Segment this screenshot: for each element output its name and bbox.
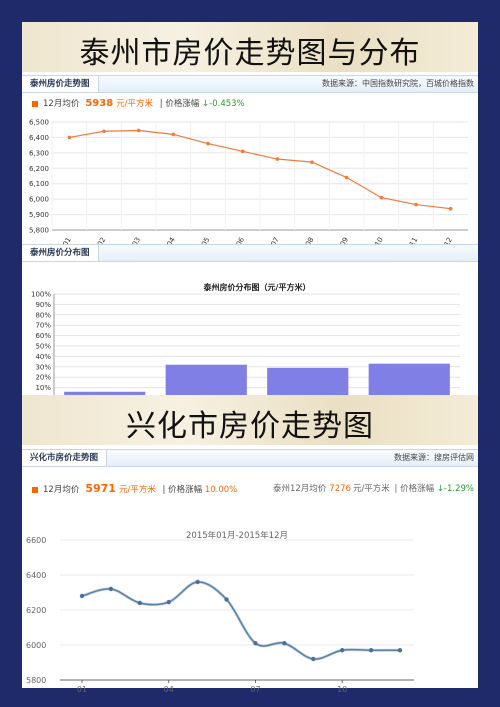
section-header-xinghua: 兴化市房价走势图 数据来源：搜房评估网 bbox=[22, 449, 478, 467]
data-point bbox=[137, 600, 143, 606]
y-tick-label: 10% bbox=[35, 384, 51, 392]
data-point bbox=[108, 586, 114, 592]
comparison-change: -1.29% bbox=[443, 484, 474, 494]
content-panel: 泰州市房价走势图与分布 泰州房价走势图 数据来源：中国指数研究院，百城价格指数 … bbox=[22, 22, 478, 694]
legend-square-icon bbox=[32, 100, 38, 107]
tab-taizhou-trend[interactable]: 泰州房价走势图 bbox=[22, 76, 99, 92]
y-tick-label: 6,200 bbox=[29, 165, 49, 173]
section-header-distribution: 泰州房价分布图 bbox=[22, 244, 478, 262]
series-line bbox=[69, 129, 451, 210]
xinghua-line-chart: 2015年01月-2015年12月 6600 6400 6200 6000 5800 01 0… bbox=[26, 530, 414, 694]
data-point bbox=[448, 206, 453, 211]
data-point bbox=[195, 579, 200, 585]
chart-title: 泰州房价分布图（元/平方米） bbox=[203, 282, 311, 292]
down-arrow-icon: ↓ bbox=[436, 484, 444, 494]
y-tick-label: 20% bbox=[35, 374, 51, 382]
banner-title-xinghua: 兴化市房价走势图 bbox=[126, 409, 374, 444]
month-label: 12月均价 bbox=[43, 485, 80, 495]
y-tick-label: 6,100 bbox=[29, 180, 49, 188]
data-point bbox=[344, 175, 349, 180]
data-point bbox=[224, 597, 229, 602]
data-point bbox=[253, 641, 258, 646]
data-source: 数据来源：中国指数研究院，百城价格指数 bbox=[322, 79, 474, 88]
price-change: 10.00% bbox=[204, 485, 238, 495]
x-tick-label: 07 bbox=[250, 685, 260, 694]
comparison-unit: 元/平方米 bbox=[352, 484, 390, 494]
data-point bbox=[171, 132, 176, 137]
y-tick-label: 6,500 bbox=[29, 119, 49, 127]
y-tick-label: 6200 bbox=[26, 606, 46, 615]
y-tick-label: 6,300 bbox=[29, 149, 49, 157]
x-tick-label: 10 bbox=[337, 685, 347, 694]
data-point bbox=[397, 648, 403, 653]
tab-xinghua-trend[interactable]: 兴化市房价走势图 bbox=[22, 450, 108, 466]
distribution-bar-chart: 泰州房价分布图（元/平方米） 100% 90% 80% 70% 60% 50% 40% 30% 2… bbox=[31, 282, 460, 409]
x-tick-label: 04 bbox=[164, 685, 174, 694]
price-summary-xinghua: 12月均价 5971 元/平方米 | 价格涨幅 10.00% bbox=[32, 482, 237, 495]
y-tick-label: 6,400 bbox=[29, 134, 49, 142]
y-tick-label: 6400 bbox=[26, 571, 46, 580]
y-tick-label: 90% bbox=[35, 301, 51, 309]
y-tick-label: 5,800 bbox=[29, 227, 49, 235]
taizhou-comparison: 泰州12月均价 7276 元/平方米 | 价格涨幅 ↓-1.29% bbox=[273, 482, 474, 494]
legend-square-icon bbox=[32, 486, 38, 493]
data-source-xinghua: 数据来源：搜房评估网 bbox=[394, 453, 474, 462]
average-price: 5971 bbox=[85, 482, 116, 495]
y-tick-label: 100% bbox=[31, 291, 51, 299]
y-tick-label: 6000 bbox=[26, 641, 46, 650]
banner-title: 泰州市房价走势图与分布 bbox=[79, 36, 421, 71]
data-point bbox=[79, 593, 85, 599]
change-label: | 价格涨幅 bbox=[159, 99, 200, 109]
y-tick-label: 5800 bbox=[26, 676, 46, 685]
banner-bottom: 兴化市房价走势图 bbox=[22, 395, 478, 445]
average-price: 5938 bbox=[85, 98, 114, 109]
data-point bbox=[240, 149, 245, 154]
data-point bbox=[310, 160, 314, 164]
month-label: 12月均价 bbox=[43, 99, 80, 109]
series-shadow bbox=[81, 580, 400, 661]
y-tick-label: 50% bbox=[35, 343, 51, 351]
section-header-trend: 泰州房价走势图 数据来源：中国指数研究院，百城价格指数 bbox=[22, 75, 478, 93]
series-line bbox=[81, 581, 400, 660]
y-tick-label: 5,900 bbox=[29, 211, 49, 219]
y-tick-label: 6600 bbox=[26, 536, 46, 545]
price-unit: 元/平方米 bbox=[116, 99, 154, 109]
price-change: -0.453% bbox=[209, 99, 245, 109]
trend-line-chart: 6,500 6,400 6,300 6,200 6,100 6,000 5,900 5,800… bbox=[29, 119, 468, 258]
data-point bbox=[275, 157, 280, 161]
bar bbox=[267, 367, 349, 398]
bar bbox=[368, 363, 450, 398]
data-point bbox=[166, 599, 171, 605]
data-point bbox=[311, 656, 316, 662]
comparison-price: 7276 bbox=[329, 484, 351, 494]
price-summary: 12月均价 5938 元/平方米 | 价格涨幅 ↓-0.453% bbox=[32, 97, 245, 109]
bar bbox=[165, 364, 247, 398]
data-point bbox=[339, 648, 345, 653]
banner-top: 泰州市房价走势图与分布 bbox=[22, 22, 478, 72]
y-tick-label: 6,000 bbox=[29, 196, 49, 204]
comparison-change-label: | 价格涨幅 bbox=[394, 484, 435, 494]
data-point bbox=[206, 141, 210, 146]
y-tick-label: 30% bbox=[35, 363, 51, 371]
data-point bbox=[282, 641, 287, 646]
price-unit: 元/平方米 bbox=[118, 485, 156, 495]
data-point bbox=[67, 135, 72, 140]
down-arrow-icon: ↓ bbox=[202, 99, 210, 109]
data-point bbox=[368, 648, 374, 653]
data-point bbox=[379, 195, 384, 200]
bar bbox=[64, 391, 146, 398]
y-tick-label: 70% bbox=[35, 322, 51, 330]
y-tick-label: 80% bbox=[35, 311, 51, 319]
data-point bbox=[102, 129, 106, 134]
change-label: | 价格涨幅 bbox=[162, 485, 203, 495]
chart-title: 2015年01月-2015年12月 bbox=[186, 530, 288, 541]
x-tick-label: 01 bbox=[77, 685, 87, 694]
tab-taizhou-distribution[interactable]: 泰州房价分布图 bbox=[22, 245, 99, 261]
y-tick-label: 40% bbox=[35, 353, 51, 361]
y-tick-label: 60% bbox=[35, 332, 51, 340]
comparison-label: 泰州12月均价 bbox=[272, 484, 327, 494]
data-point bbox=[136, 128, 141, 133]
data-point bbox=[414, 202, 418, 207]
